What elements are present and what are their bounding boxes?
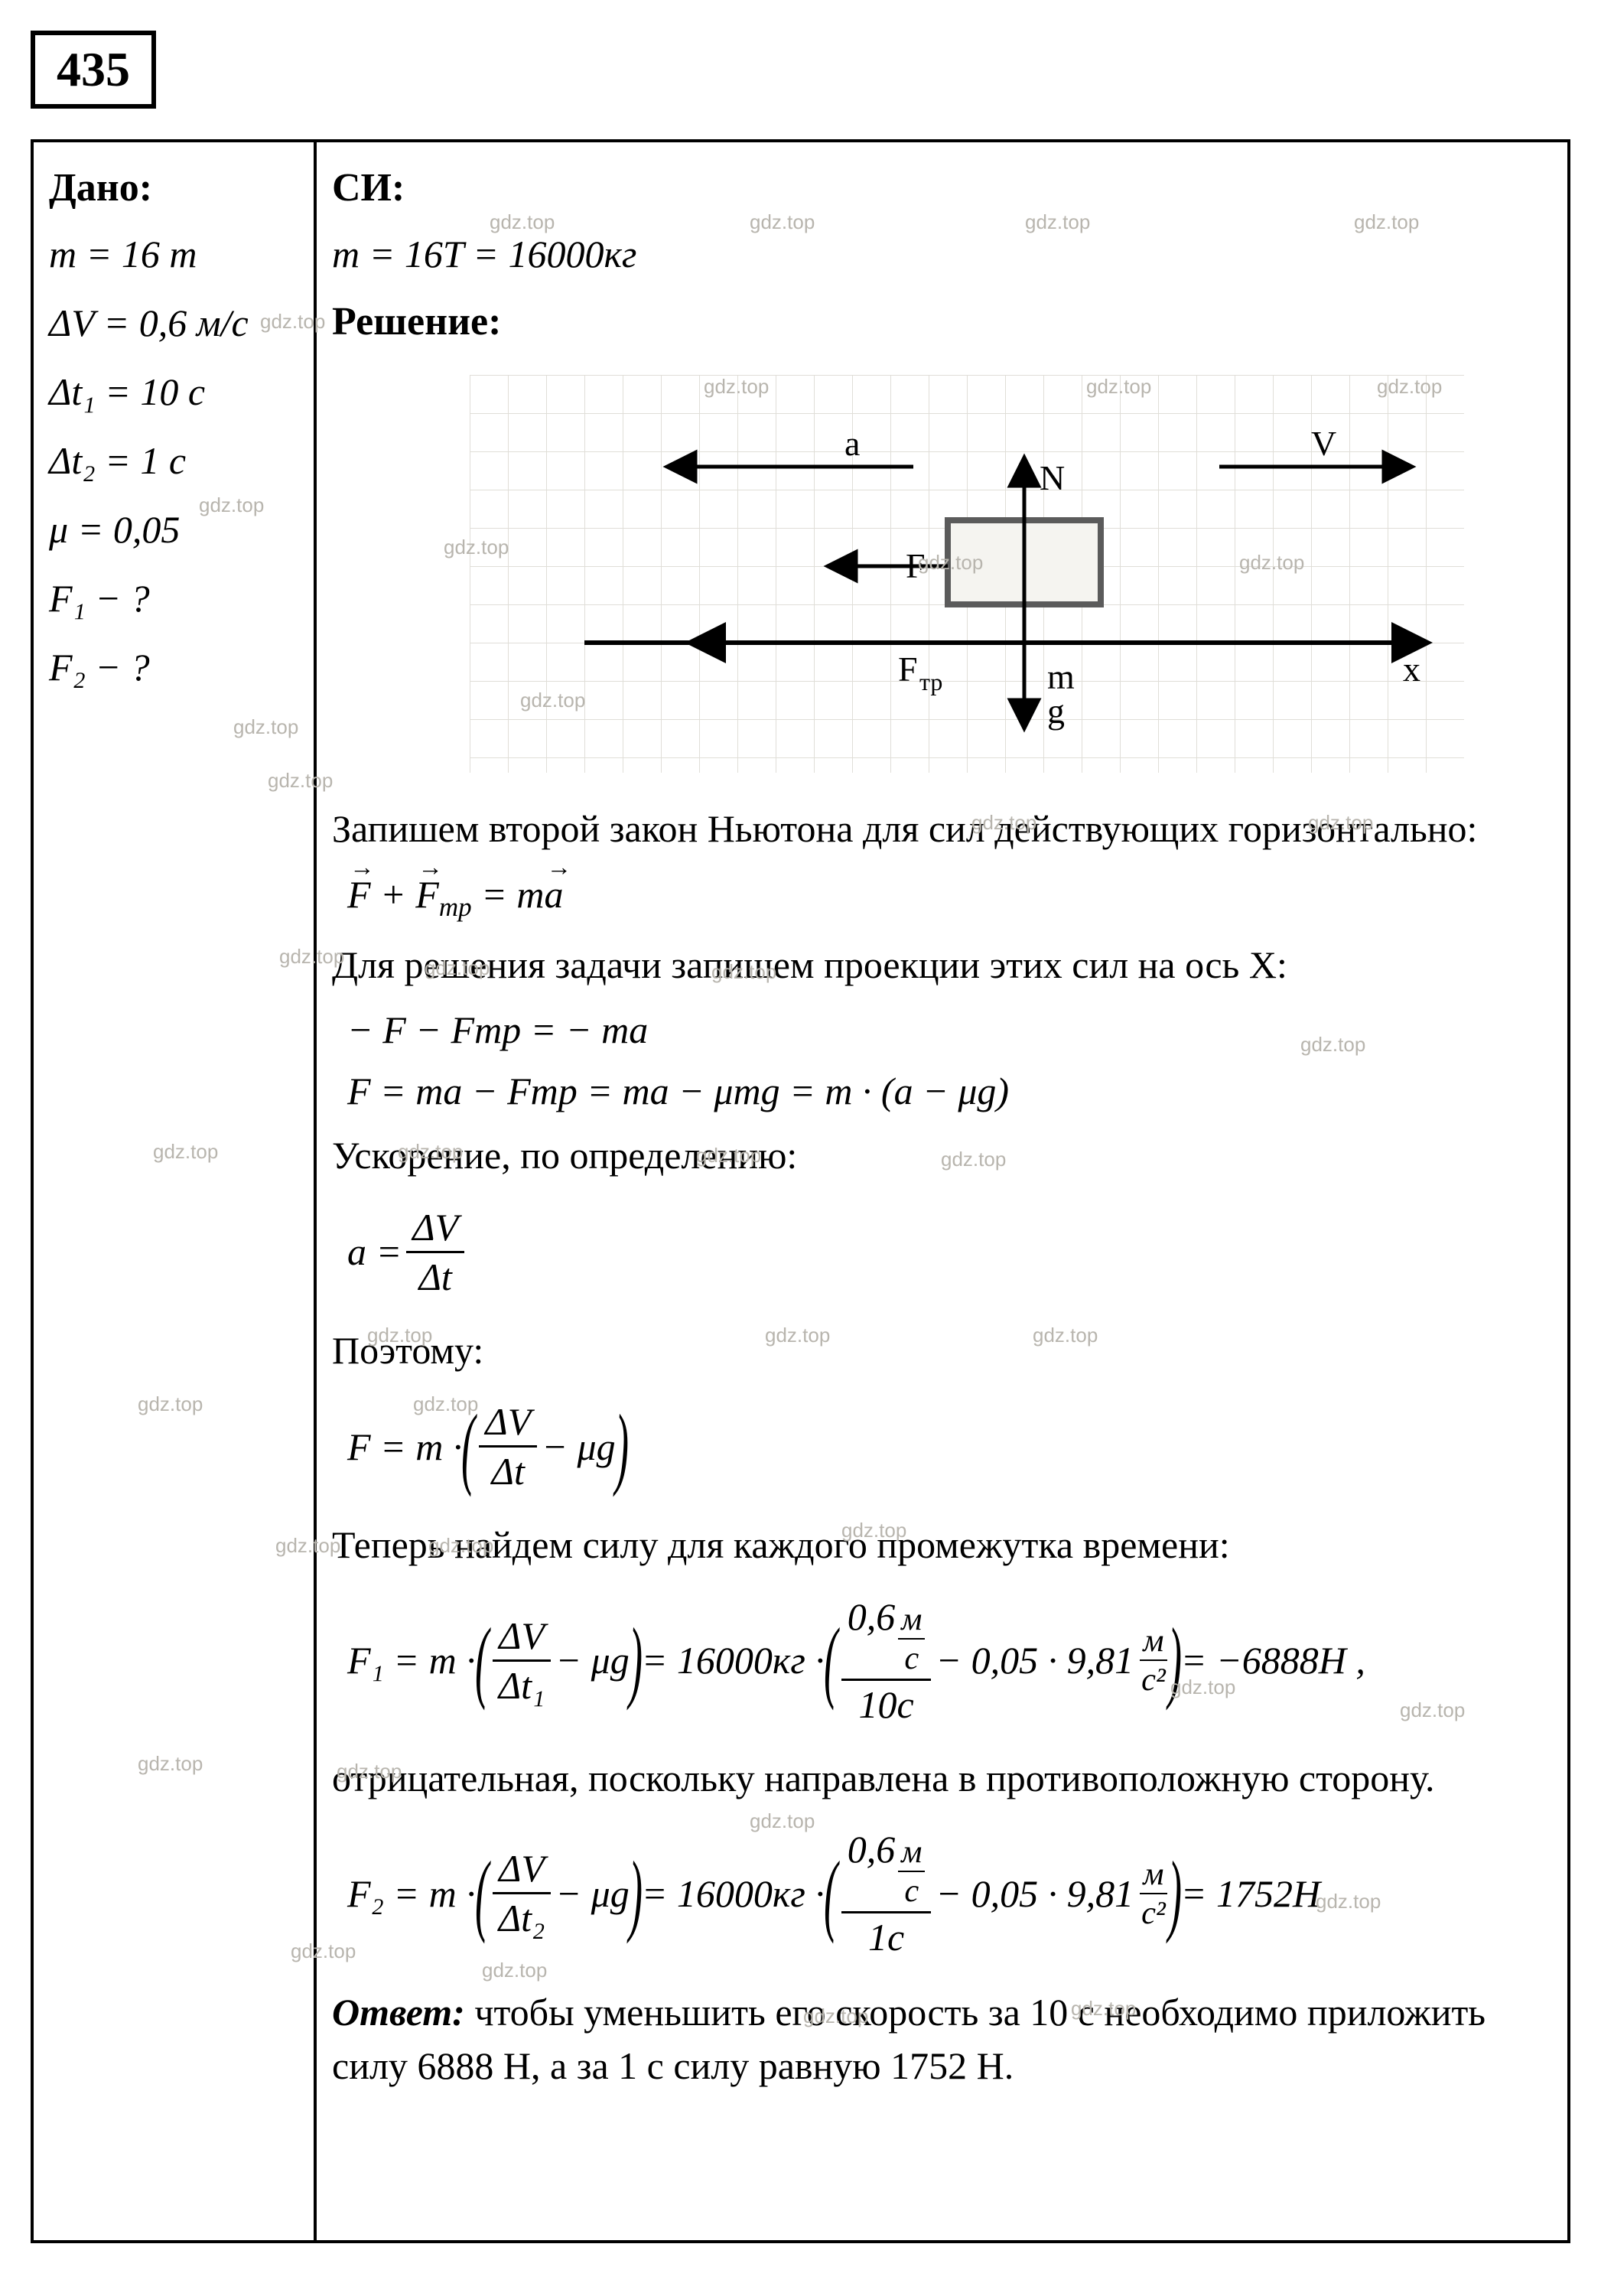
- diagram-svg: a V N F F тр m g x: [470, 375, 1464, 773]
- label-x: x: [1403, 650, 1420, 689]
- paragraph: отрицательная, поскольку направлена в пр…: [332, 1753, 1544, 1805]
- given-line: F₂ − ?: [49, 645, 298, 689]
- equation-F2: F₂ = m · ( ΔVΔt₂ − μg ) = 16000кг · ( 0,…: [347, 1825, 1544, 1961]
- solution-column: СИ: m = 16T = 16000кг Решение:: [317, 142, 1567, 2240]
- given-line: Δt₂ = 1 с: [49, 438, 298, 483]
- answer-text: чтобы уменьшить его скорость за 10 с нео…: [332, 1991, 1485, 2087]
- paragraph: Запишем второй закон Ньютона для сил дей…: [332, 803, 1544, 855]
- solution-container: Дано: m = 16 т ΔV = 0,6 м/с Δt₁ = 10 с Δ…: [31, 139, 1570, 2243]
- solution-heading: Решение:: [332, 299, 1544, 344]
- svg-text:g: g: [1047, 692, 1065, 731]
- si-heading: СИ:: [332, 165, 405, 210]
- given-line: m = 16 т: [49, 232, 298, 276]
- equation-projection: − F − Fтр = − ma: [347, 1008, 1544, 1052]
- label-Ftr: F: [898, 650, 918, 689]
- si-conversion: m = 16T = 16000кг: [332, 232, 1544, 276]
- label-N: N: [1040, 458, 1065, 497]
- problem-number: 435: [31, 31, 156, 109]
- svg-text:тр: тр: [919, 668, 942, 695]
- paragraph: Ускорение, по определению:: [332, 1130, 1544, 1182]
- equation-force-derive: F = ma − Fтр = ma − μmg = m · (a − μg): [347, 1069, 1544, 1113]
- given-line: F₁ − ?: [49, 576, 298, 620]
- answer-label: Ответ:: [332, 1991, 465, 2034]
- answer: Ответ: чтобы уменьшить его скорость за 1…: [332, 1985, 1544, 2092]
- given-line: Δt₁ = 10 с: [49, 370, 298, 414]
- label-V: V: [1311, 424, 1336, 463]
- paragraph: Для решения задачи запишем проекции этих…: [332, 940, 1544, 992]
- equation-force-general: F = m · ( ΔVΔt − μg ): [347, 1398, 1544, 1495]
- given-column: Дано: m = 16 т ΔV = 0,6 м/с Δt₁ = 10 с Δ…: [34, 142, 317, 2240]
- free-body-diagram: a V N F F тр m g x: [470, 375, 1464, 773]
- given-heading: Дано:: [49, 165, 298, 210]
- label-F: F: [906, 546, 926, 585]
- equation-newton-vector: F + Fтр = ma: [347, 872, 1544, 923]
- paragraph: Поэтому:: [332, 1325, 1544, 1377]
- given-line: μ = 0,05: [49, 507, 298, 552]
- paragraph: Теперь найдем силу для каждого промежутк…: [332, 1519, 1544, 1571]
- given-line: ΔV = 0,6 м/с: [49, 301, 298, 345]
- equation-F1: F₁ = m · ( ΔVΔt₁ − μg ) = 16000кг · ( 0,…: [347, 1593, 1544, 1728]
- equation-acceleration: a = ΔVΔt: [347, 1203, 1544, 1301]
- label-a: a: [844, 424, 860, 463]
- label-m: m: [1047, 657, 1075, 696]
